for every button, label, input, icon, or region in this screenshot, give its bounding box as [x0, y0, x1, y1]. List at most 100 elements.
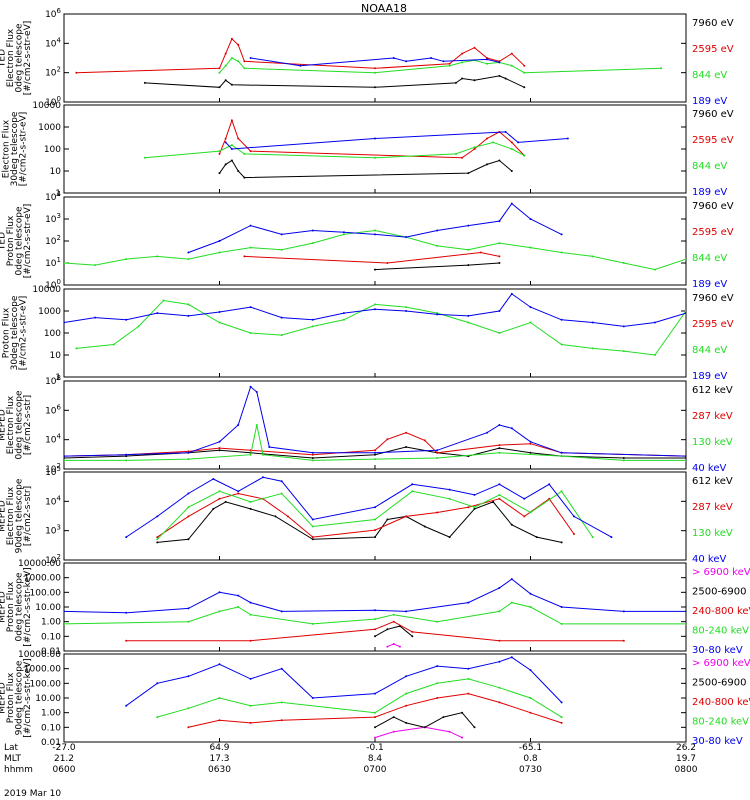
- legend-entry: 189 eV: [692, 96, 727, 107]
- data-point: [473, 506, 476, 509]
- y-tick-label: 104: [45, 190, 61, 203]
- data-point: [262, 453, 264, 456]
- x-tick-label-hhmm: 0800: [675, 765, 698, 775]
- data-point: [510, 202, 513, 205]
- y-tick-label: 0.10: [41, 632, 61, 642]
- data-point: [529, 669, 532, 672]
- y-axis-label-line: Proton Flux: [6, 672, 16, 723]
- x-tick-label-mlt: 17.3: [209, 754, 229, 764]
- y-tick-label: 104: [45, 494, 61, 507]
- series-7960-ev: [374, 262, 500, 271]
- data-point: [64, 455, 65, 458]
- data-point: [230, 159, 233, 162]
- series-189-ev: [188, 202, 562, 253]
- legend-entry: > 6900 keV: [692, 658, 750, 669]
- data-point: [311, 451, 314, 454]
- y-axis-label-line: 30deg telescope: [10, 295, 20, 370]
- data-point: [218, 172, 221, 175]
- y-axis-label-line: [#/cm2-s-str]: [23, 486, 33, 546]
- series-844-ev: [64, 229, 686, 271]
- figure-title: NOAA18: [361, 2, 407, 15]
- y-tick-label: 0.01: [41, 738, 61, 748]
- data-point: [685, 258, 686, 261]
- x-row-label: Lat: [4, 743, 19, 753]
- data-point: [243, 176, 246, 179]
- data-point: [274, 515, 277, 518]
- y-axis-label-line: [#/cm2-s-str-keV]: [23, 567, 33, 646]
- data-point: [622, 350, 625, 353]
- data-point: [112, 343, 115, 346]
- y-tick-label: 100: [45, 278, 61, 291]
- data-point: [64, 610, 65, 613]
- data-point: [187, 314, 190, 317]
- data-point: [560, 251, 563, 254]
- y-axis-label-line: MEPED: [0, 591, 7, 623]
- data-point: [685, 312, 686, 315]
- data-point: [156, 255, 159, 258]
- data-point: [342, 231, 345, 234]
- data-point: [504, 130, 507, 133]
- data-point: [448, 536, 451, 539]
- data-point: [461, 61, 464, 64]
- x-tick-label-lat: 26.2: [676, 743, 696, 753]
- data-point: [498, 447, 501, 450]
- data-point: [218, 591, 221, 594]
- data-point: [498, 332, 501, 334]
- data-point: [498, 586, 501, 589]
- data-point: [156, 682, 159, 685]
- data-point: [143, 81, 146, 84]
- y-tick-label: 1.00: [41, 618, 61, 628]
- data-point: [398, 645, 401, 648]
- data-point: [486, 137, 488, 140]
- data-point: [442, 60, 445, 63]
- data-point: [498, 242, 501, 245]
- data-point: [230, 119, 233, 122]
- data-point: [405, 610, 408, 613]
- data-point: [405, 704, 408, 707]
- series-2595-ev: [244, 251, 500, 264]
- data-point: [224, 79, 227, 82]
- y-tick-label: 10000.00: [18, 559, 61, 569]
- y-tick-label: 10000.00: [18, 650, 61, 660]
- data-point: [473, 146, 476, 149]
- legend-entry: 189 eV: [692, 279, 727, 290]
- data-point: [125, 459, 128, 462]
- data-point: [286, 515, 289, 518]
- data-point: [392, 620, 395, 623]
- data-point: [249, 721, 252, 724]
- legend-entry: 287 keV: [692, 502, 733, 513]
- y-tick-label: 104: [45, 36, 61, 49]
- y-tick-label: 105: [45, 465, 61, 478]
- data-point: [374, 233, 376, 236]
- data-point: [374, 618, 376, 621]
- data-point: [374, 635, 376, 638]
- y-tick-label: 1000: [38, 307, 61, 317]
- data-point: [535, 536, 538, 539]
- data-point: [442, 716, 445, 719]
- data-point: [374, 268, 376, 271]
- data-point: [436, 229, 439, 232]
- data-point: [243, 152, 246, 155]
- data-point: [436, 620, 439, 623]
- data-point: [64, 262, 65, 264]
- legend-entry: 2500-6900: [692, 678, 747, 689]
- data-point: [510, 578, 513, 581]
- data-point: [230, 144, 233, 147]
- data-point: [454, 152, 457, 155]
- y-axis-label-line: Electron Flux: [6, 486, 16, 545]
- data-point: [486, 163, 488, 166]
- data-point: [218, 311, 221, 313]
- data-point: [311, 518, 314, 521]
- y-tick-label: 103: [45, 212, 61, 225]
- data-point: [94, 316, 97, 319]
- data-point: [374, 137, 376, 140]
- data-point: [243, 255, 246, 258]
- y-axis-label-line: [#/cm2-s-str-eV]: [19, 112, 29, 187]
- data-point: [573, 533, 575, 535]
- data-point: [374, 726, 376, 729]
- panel-8: 0.010.101.0010.00100.001000.0010000.00ME…: [0, 650, 750, 748]
- y-tick-label: 100.00: [30, 679, 62, 689]
